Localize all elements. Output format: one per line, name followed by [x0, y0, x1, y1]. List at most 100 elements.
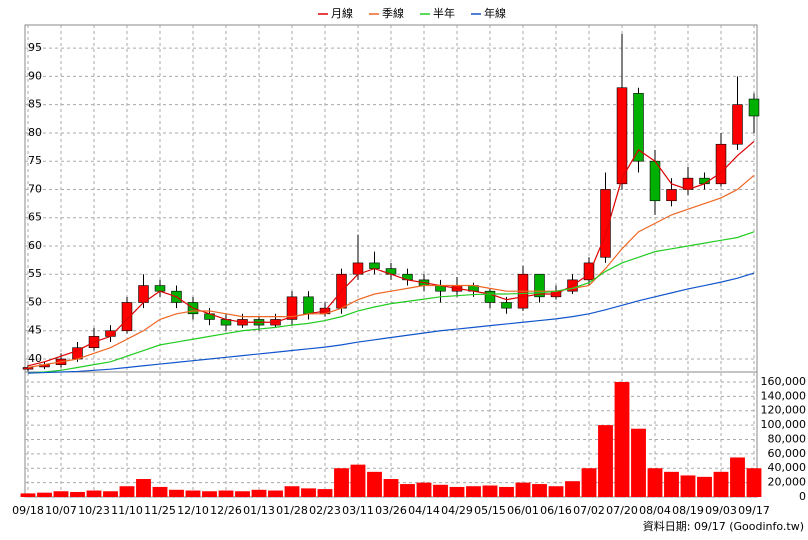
volume-bar [334, 468, 349, 497]
y-tick-label: 90 [28, 69, 42, 82]
volume-bar [647, 468, 663, 497]
ma-line [27, 231, 755, 374]
volume-bar [119, 486, 135, 497]
volume-bar [565, 481, 580, 497]
x-tick-label: 01/28 [276, 504, 308, 517]
candle-body [666, 189, 677, 202]
volume-bar [482, 485, 498, 497]
legend-label: 季線 [382, 6, 404, 20]
x-tick-label: 08/04 [639, 504, 671, 517]
volume-bar [581, 468, 597, 497]
y-tick-label: 50 [28, 295, 42, 308]
volume-bar [136, 479, 151, 497]
volume-bar [433, 484, 448, 497]
y-tick-label: 160,000 [761, 375, 807, 388]
volume-bar [713, 471, 729, 497]
volume-bar [664, 471, 679, 497]
ma-line [27, 140, 755, 367]
candle-body [501, 302, 512, 309]
candle-body [649, 160, 661, 202]
volume-bar [53, 491, 69, 497]
volume-bar [499, 486, 514, 497]
volume-bar [152, 486, 168, 497]
candle-body [534, 273, 545, 298]
volume-bar [185, 490, 201, 497]
volume-bar [86, 490, 102, 497]
volume-bar [515, 482, 531, 497]
x-tick-label: 02/23 [309, 504, 341, 517]
x-tick-label: 03/11 [342, 504, 374, 517]
x-tick-label: 05/15 [474, 504, 506, 517]
legend-label: 月線 [331, 6, 353, 20]
x-tick-label: 11/10 [111, 504, 143, 517]
candle-body [303, 296, 314, 315]
source-note: 資料日期: 09/17 (Goodinfo.tw) [643, 519, 804, 533]
candle-body [616, 87, 628, 185]
y-tick-label: 85 [28, 98, 42, 111]
volume-bar [680, 475, 696, 497]
y-tick-label: 60 [28, 239, 42, 252]
x-tick-label: 12/10 [177, 504, 209, 517]
volume-bar [416, 482, 432, 497]
volume-bar [70, 491, 85, 497]
volume-bar [37, 492, 52, 497]
candle-body [369, 262, 380, 269]
x-tick-label: 12/26 [210, 504, 242, 517]
volume-bar [20, 493, 36, 497]
y-tick-label: 40,000 [768, 461, 807, 474]
y-tick-label: 70 [28, 182, 42, 195]
y-tick-label: 80 [28, 126, 42, 139]
volume-bar [614, 381, 630, 497]
volume-bar [235, 491, 250, 497]
volume-bar [251, 489, 267, 497]
volume-bar [449, 486, 465, 497]
y-tick-label: 40 [28, 352, 42, 365]
x-tick-label: 01/13 [243, 504, 275, 517]
volume-bar [103, 491, 118, 497]
ma-line [27, 272, 755, 374]
x-tick-label: 04/29 [441, 504, 473, 517]
candle-body [600, 189, 611, 258]
candle-body [121, 302, 133, 332]
volume-bar [532, 484, 547, 497]
volume-bar [301, 488, 316, 497]
volume-bar [218, 490, 234, 497]
y-tick-label: 45 [28, 324, 42, 337]
x-tick-label: 09/17 [738, 504, 770, 517]
candle-body [484, 290, 496, 303]
x-tick-label: 08/19 [672, 504, 704, 517]
volume-bar [284, 486, 300, 497]
x-tick-label: 03/26 [375, 504, 407, 517]
legend-label: 半年 [433, 6, 455, 20]
y-tick-label: 80,000 [768, 432, 807, 445]
x-tick-label: 07/20 [606, 504, 638, 517]
x-tick-label: 09/03 [705, 504, 737, 517]
volume-bar [730, 457, 745, 497]
candle-body [715, 143, 727, 185]
y-tick-label: 95 [28, 41, 42, 54]
y-tick-label: 100,000 [761, 418, 807, 431]
x-tick-label: 04/14 [408, 504, 440, 517]
legend-label: 年線 [484, 6, 506, 20]
candle-body [154, 285, 166, 292]
volume-bar [746, 468, 762, 497]
volume-bar [548, 486, 564, 497]
y-tick-label: 0 [799, 490, 806, 503]
x-tick-label: 09/18 [12, 504, 44, 517]
volume-bar [268, 490, 283, 497]
candle-body [732, 104, 743, 145]
x-tick-label: 06/01 [507, 504, 539, 517]
y-tick-label: 65 [28, 211, 42, 224]
x-tick-label: 10/23 [78, 504, 110, 517]
candle-body [633, 93, 644, 162]
volume-bar [317, 489, 333, 497]
volume-bar [202, 491, 217, 497]
volume-bar [697, 476, 712, 497]
x-tick-label: 10/07 [45, 504, 77, 517]
candle-body [583, 262, 595, 281]
volume-bar [367, 471, 382, 497]
volume-bar [169, 489, 184, 497]
y-tick-label: 120,000 [761, 404, 807, 417]
candle-body [748, 98, 760, 117]
